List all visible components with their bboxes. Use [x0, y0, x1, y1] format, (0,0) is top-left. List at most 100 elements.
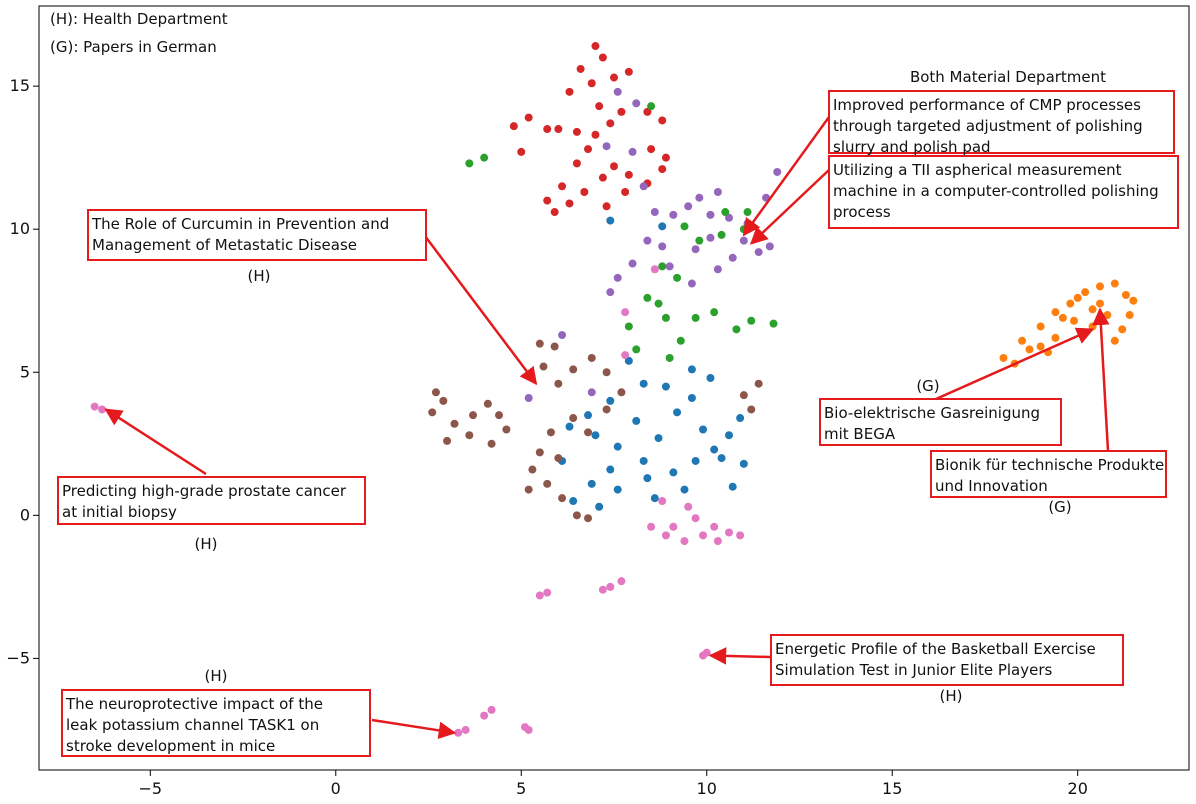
- scatter-point-2-22: [721, 208, 730, 217]
- annotation-box-1: [828, 155, 1179, 229]
- scatter-point-3-30: [728, 482, 737, 491]
- annotation-label-0: Both Material Department: [910, 68, 1106, 86]
- scatter-point-0-28: [661, 153, 670, 162]
- arrows-layer: [104, 116, 1110, 740]
- annotation-arrow-6: [1092, 307, 1110, 452]
- scatter-point-4-12: [550, 342, 559, 351]
- scatter-point-6-24: [454, 728, 463, 737]
- legend-note-german: (G): Papers in German: [50, 38, 217, 56]
- scatter-point-0-27: [647, 145, 656, 154]
- annotation-text-1-1: machine in a computer-controlled polishi…: [833, 182, 1159, 200]
- scatter-point-4-4: [469, 411, 478, 420]
- scatter-point-0-13: [643, 107, 652, 116]
- scatter-point-1-26: [765, 242, 774, 251]
- scatter-point-4-21: [584, 428, 593, 437]
- scatter-point-4-6: [495, 411, 503, 420]
- scatter-point-0-16: [543, 125, 552, 134]
- scatter-point-5-24: [1095, 299, 1104, 308]
- annotation-text-4-2: stroke development in mice: [66, 737, 275, 755]
- scatter-point-1-12: [773, 167, 782, 176]
- scatter-point-4-8: [465, 431, 474, 440]
- scatter-point-4-24: [528, 465, 537, 474]
- annotation-text-6-0: Bionik für technische Produkte: [935, 456, 1164, 474]
- scatter-point-1-6: [669, 210, 678, 219]
- annotation-box-7: [770, 634, 1124, 686]
- annotation-label-7: (H): [940, 687, 963, 705]
- scatter-point-1-4: [639, 182, 648, 191]
- scatter-point-5-0: [999, 353, 1008, 362]
- scatter-point-5-2: [1036, 322, 1045, 331]
- scatter-point-1-14: [713, 187, 722, 196]
- scatter-point-3-23: [691, 456, 700, 465]
- annotation-arrow-1: [749, 168, 831, 245]
- scatter-point-6-1: [98, 405, 107, 414]
- scatter-point-0-31: [572, 159, 581, 168]
- scatter-point-1-31: [524, 394, 533, 403]
- scatter-point-6-3: [621, 308, 630, 317]
- annotation-label-2: (H): [248, 267, 271, 285]
- annotation-text-5-0: Bio-elektrische Gasreinigung: [824, 404, 1040, 422]
- scatter-point-0-7: [595, 102, 604, 111]
- scatter-point-6-21: [535, 591, 544, 600]
- scatter-point-2-18: [665, 353, 674, 362]
- annotation-text-7-0: Energetic Profile of the Basketball Exer…: [775, 640, 1096, 658]
- annotation-box-3: [57, 476, 366, 525]
- scatter-point-4-5: [483, 399, 492, 408]
- annotation-text-3-1: at initial biopsy: [62, 503, 177, 521]
- scatter-point-0-5: [624, 67, 633, 76]
- scatter-point-5-6: [1095, 282, 1104, 291]
- scatter-point-4-18: [617, 388, 626, 397]
- annotation-label-4: (H): [205, 667, 228, 685]
- scatter-point-6-25: [461, 725, 470, 734]
- scatter-point-1-23: [687, 279, 696, 288]
- scatter-point-1-2: [632, 99, 641, 108]
- legend-note-health: (H): Health Department: [50, 10, 228, 28]
- scatter-point-2-3: [680, 222, 689, 231]
- annotation-text-0-1: through targeted adjustment of polishing: [833, 117, 1143, 135]
- scatter-point-0-1: [598, 53, 607, 62]
- scatter-point-4-19: [602, 405, 611, 414]
- annotation-box-4: [61, 689, 371, 757]
- scatter-point-0-3: [610, 73, 618, 82]
- scatter-point-0-11: [591, 130, 600, 139]
- annotation-label-6: (G): [1048, 498, 1071, 516]
- annotation-arrow-2: [424, 235, 538, 386]
- scatter-point-2-17: [732, 325, 741, 334]
- scatter-point-4-13: [539, 362, 548, 371]
- scatter-point-6-27: [487, 705, 496, 714]
- annotation-2: The Role of Curcumin in Prevention and Ma…: [87, 209, 427, 285]
- scatter-point-4-2: [428, 408, 437, 417]
- scatter-point-5-16: [1110, 336, 1119, 345]
- scatter-point-6-19: [598, 585, 607, 594]
- scatter-point-6-20: [543, 588, 552, 597]
- scatter-point-4-22: [546, 428, 555, 437]
- scatter-point-6-23: [702, 648, 711, 657]
- y-tick-label-0: −5: [6, 648, 30, 667]
- scatter-point-4-30: [739, 391, 748, 400]
- annotation-arrow-5: [935, 327, 1095, 401]
- annotation-text-0-0: Improved performance of CMP processes: [833, 96, 1141, 114]
- scatter-point-2-8: [658, 262, 667, 271]
- annotation-text-2-0: The Role of Curcumin in Prevention and: [91, 215, 389, 233]
- annotations-layer: Improved performance of CMP processes thr…: [57, 68, 1179, 757]
- scatter-point-4-32: [747, 405, 756, 414]
- scatter-point-6-8: [699, 531, 708, 540]
- annotation-4: The neuroprotective impact of the leak po…: [61, 667, 371, 757]
- annotation-text-3-0: Predicting high-grade prostate cancer: [62, 482, 347, 500]
- plot-frame: [38, 5, 1190, 771]
- scatter-point-3-6: [565, 422, 574, 431]
- scatter-point-4-28: [572, 511, 581, 520]
- annotation-arrow-0: [742, 116, 831, 237]
- scatter-point-0-15: [524, 113, 533, 122]
- scatter-point-6-5: [647, 522, 656, 531]
- scatter-point-4-33: [524, 485, 533, 494]
- scatter-point-4-29: [584, 514, 593, 523]
- scatter-point-1-29: [558, 331, 567, 340]
- scatter-point-3-13: [699, 425, 708, 434]
- scatter-point-3-11: [673, 408, 682, 417]
- scatter-point-5-11: [1070, 316, 1078, 325]
- scatter-point-5-12: [1051, 333, 1060, 342]
- annotation-7: Energetic Profile of the Basketball Exer…: [770, 634, 1124, 705]
